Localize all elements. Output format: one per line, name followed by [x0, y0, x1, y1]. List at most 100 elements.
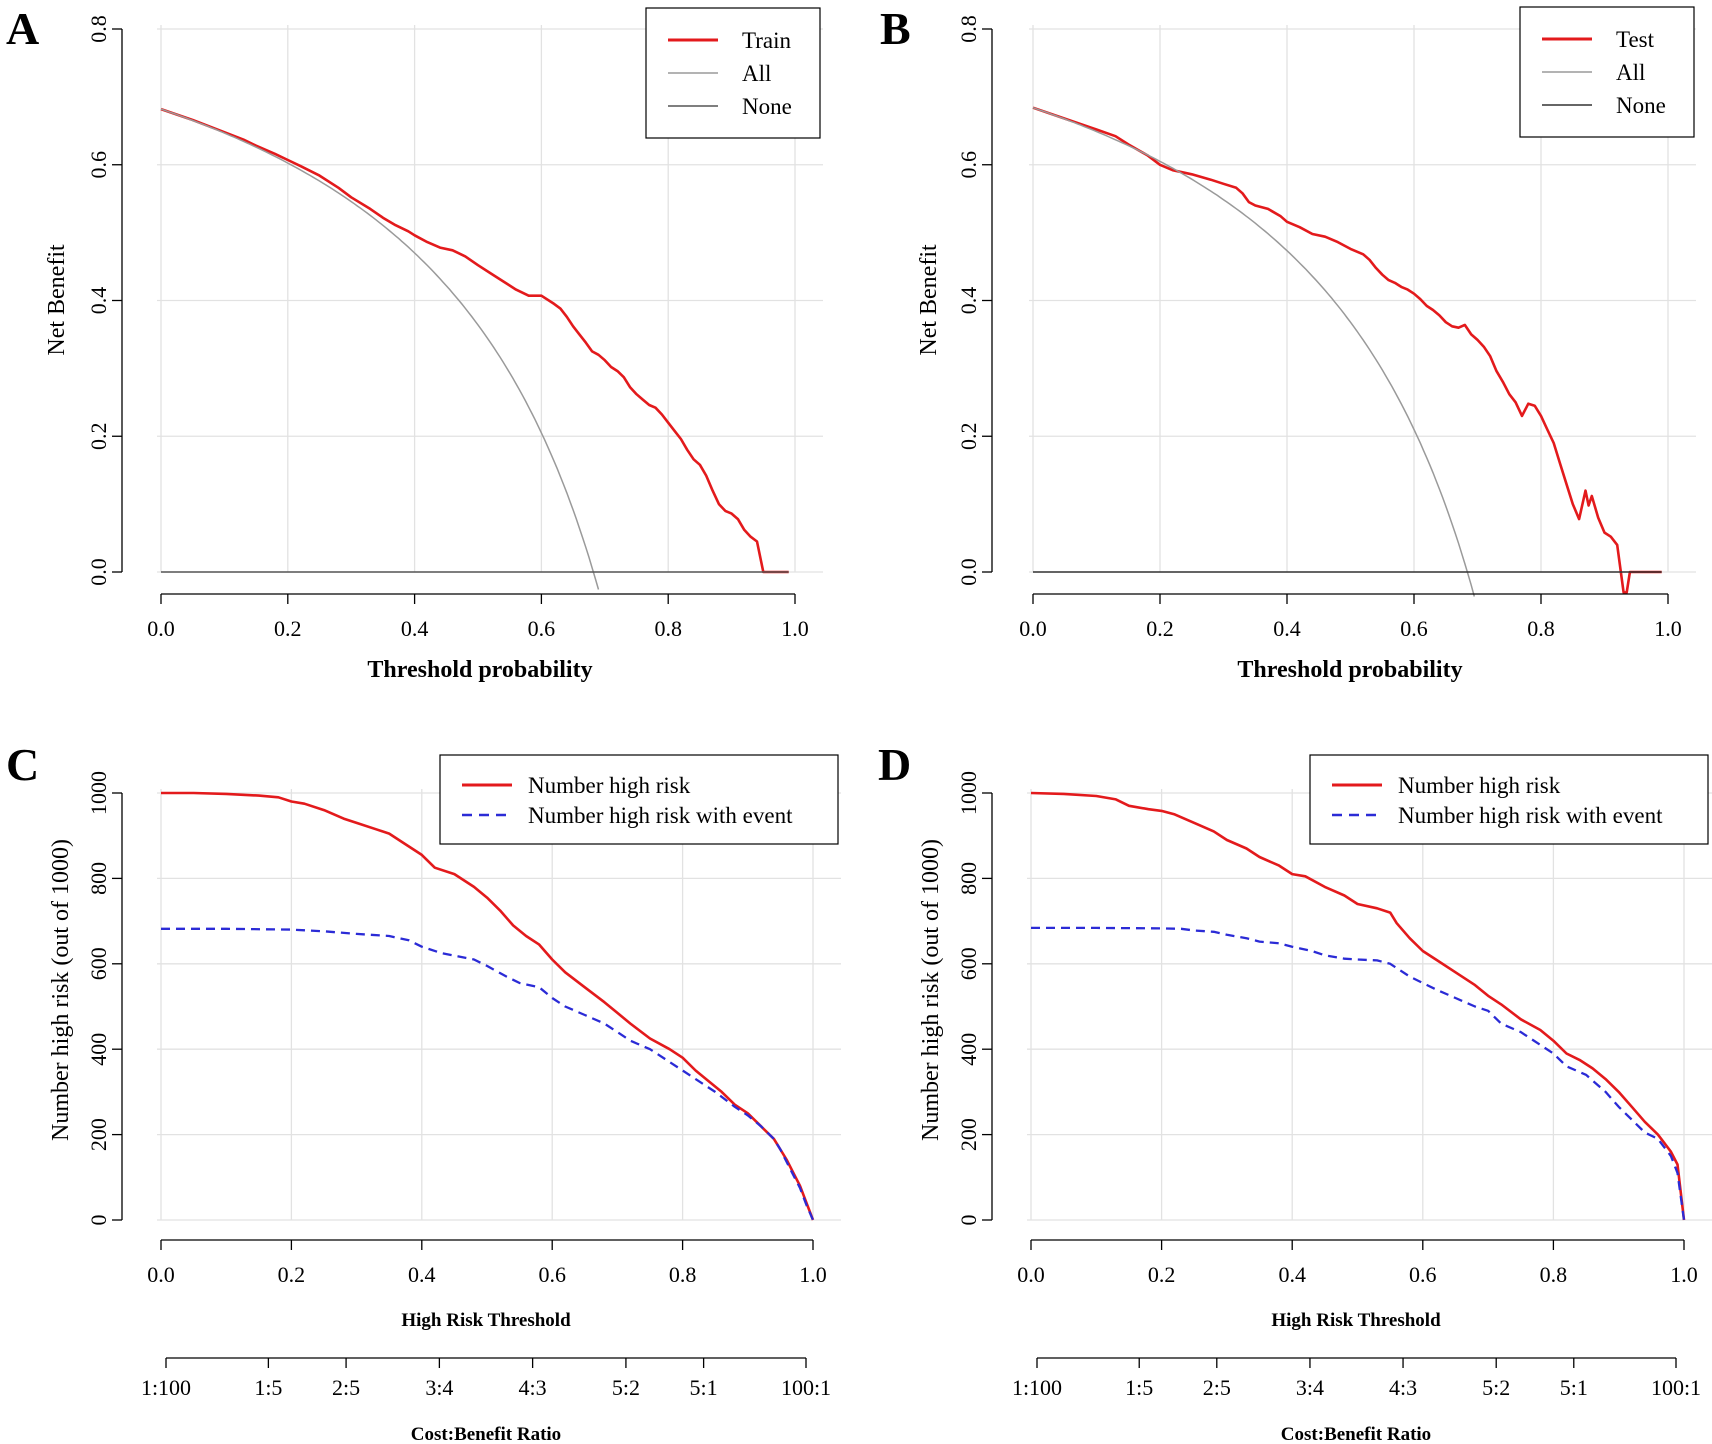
- cost-benefit-tick-label-d-3: 3:4: [1296, 1375, 1324, 1400]
- x-tick-label-b-5: 1.0: [1654, 616, 1682, 641]
- legend-label-all-a: All: [742, 61, 771, 86]
- legend-label-train: Train: [742, 28, 791, 53]
- panel-d: D 0.0 0.2 0.4 0.6 0.8 1.0 0 200 400 600 800 1000 1…: [878, 739, 1712, 1444]
- series-line-train-a: [160, 107, 789, 574]
- y-tick-label-b-2: 0.4: [956, 287, 981, 315]
- y-tick-label-c-0: 0: [86, 1215, 111, 1226]
- y-tick-label-b-1: 0.2: [956, 423, 981, 451]
- plot-b: [1032, 106, 1662, 597]
- cost-benefit-tick-label-d-5: 5:2: [1482, 1375, 1510, 1400]
- y-tick-label-d-5: 1000: [956, 771, 981, 815]
- y-tick-label-a-0: 0.0: [86, 558, 111, 586]
- legend-label-high-risk-d: Number high risk: [1398, 773, 1561, 798]
- plot-d: [1030, 791, 1686, 1221]
- cost-benefit-tick-label-c-7: 100:1: [781, 1375, 831, 1400]
- cost-benefit-tick-label-d-6: 5:1: [1560, 1375, 1588, 1400]
- y-tick-label-a-2: 0.4: [86, 287, 111, 315]
- y-axis-title-d: Number high risk (out of 1000): [918, 839, 944, 1141]
- y-tick-label-d-3: 600: [956, 947, 981, 980]
- y-axis-title-c: Number high risk (out of 1000): [48, 839, 74, 1141]
- x-tick-label-c-4: 0.8: [669, 1262, 697, 1287]
- series-line-number-high-risk-with-event-d: [1031, 926, 1686, 1221]
- cost-benefit-tick-label-c-2: 2:5: [332, 1375, 360, 1400]
- cost-benefit-axis-c: 1:100 1:5 2:5 3:4 4:3 5:2 5:1 100:1: [141, 1357, 831, 1400]
- legend-label-high-risk-c: Number high risk: [528, 773, 691, 798]
- panel-letter-c: C: [6, 739, 39, 790]
- panel-letter-d: D: [878, 739, 911, 790]
- cost-benefit-tick-label-d-0: 1:100: [1012, 1375, 1062, 1400]
- x-tick-label-b-0: 0.0: [1019, 616, 1047, 641]
- x-tick-label-d-2: 0.4: [1278, 1262, 1306, 1287]
- legend-label-none-b: None: [1616, 93, 1666, 118]
- x-tick-label-b-2: 0.4: [1273, 616, 1301, 641]
- legend-label-with-event-d: Number high risk with event: [1398, 803, 1663, 828]
- x-tick-label-c-5: 1.0: [799, 1262, 827, 1287]
- cost-benefit-tick-label-d-4: 4:3: [1389, 1375, 1417, 1400]
- x-tick-label-a-2: 0.4: [401, 616, 429, 641]
- legend-d: Number high risk Number high risk with e…: [1309, 754, 1709, 845]
- y-axis-a: 0.0 0.2 0.4 0.6 0.8: [86, 15, 123, 586]
- x-axis-c: 0.0 0.2 0.4 0.6 0.8 1.0: [147, 1239, 827, 1287]
- x-tick-label-b-1: 0.2: [1146, 616, 1174, 641]
- y-tick-label-c-5: 1000: [86, 771, 111, 815]
- x-axis-d: 0.0 0.2 0.4 0.6 0.8 1.0: [1017, 1239, 1698, 1287]
- x-tick-label-a-0: 0.0: [147, 616, 175, 641]
- x-tick-label-c-1: 0.2: [278, 1262, 306, 1287]
- cost-benefit-tick-label-d-2: 2:5: [1203, 1375, 1231, 1400]
- cost-benefit-tick-label-d-7: 100:1: [1651, 1375, 1701, 1400]
- legend-label-all-b: All: [1616, 60, 1645, 85]
- series-line-test-b: [1032, 106, 1662, 594]
- series-line-number-high-risk-d: [1030, 791, 1686, 1221]
- y-tick-label-c-2: 400: [86, 1033, 111, 1066]
- x-tick-label-a-4: 0.8: [654, 616, 682, 641]
- cost-benefit-tick-label-c-4: 4:3: [519, 1375, 547, 1400]
- gridlines-c: [157, 789, 841, 1221]
- legend-label-with-event-c: Number high risk with event: [528, 803, 793, 828]
- x-tick-label-d-5: 1.0: [1670, 1262, 1698, 1287]
- legend-b: Test All None: [1519, 6, 1695, 138]
- x-tick-label-b-4: 0.8: [1527, 616, 1555, 641]
- x-axis-b: 0.0 0.2 0.4 0.6 0.8 1.0: [1019, 593, 1682, 641]
- legend-label-test: Test: [1616, 27, 1655, 52]
- panel-b: B 0.0 0.2 0.4 0.6 0.8 1.0 0.0 0.2 0.4 0.6 0.8 Thr…: [880, 3, 1696, 683]
- legend-c: Number high risk Number high risk with e…: [439, 754, 839, 845]
- cost-benefit-tick-label-c-5: 5:2: [612, 1375, 640, 1400]
- y-axis-b: 0.0 0.2 0.4 0.6 0.8: [956, 15, 993, 586]
- x-tick-label-c-2: 0.4: [408, 1262, 436, 1287]
- cost-benefit-title-d: Cost:Benefit Ratio: [1281, 1424, 1431, 1444]
- cost-benefit-tick-label-c-3: 3:4: [425, 1375, 453, 1400]
- x-tick-label-c-0: 0.0: [147, 1262, 175, 1287]
- plot-a: [160, 107, 789, 590]
- plot-c: [161, 791, 815, 1221]
- x-tick-label-c-3: 0.6: [538, 1262, 566, 1287]
- y-tick-label-c-1: 200: [86, 1118, 111, 1151]
- y-tick-label-c-4: 800: [86, 862, 111, 895]
- y-tick-label-b-3: 0.6: [956, 151, 981, 179]
- panel-a: A 0.0 0.2 0.4 0.6 0.8 1.0 0.0 0.2 0.4 0.6 0.8 Thr…: [6, 3, 823, 683]
- y-tick-label-b-4: 0.8: [956, 15, 981, 43]
- y-axis-title-b: Net Benefit: [916, 244, 942, 356]
- y-tick-label-c-3: 600: [86, 947, 111, 980]
- x-axis-title-d: High Risk Threshold: [1271, 1310, 1441, 1331]
- series-line-number-high-risk-with-event-c: [161, 927, 815, 1221]
- panel-letter-b: B: [880, 3, 911, 54]
- x-tick-label-b-3: 0.6: [1400, 616, 1428, 641]
- x-tick-label-a-5: 1.0: [781, 616, 809, 641]
- x-axis-title-a: Threshold probability: [367, 657, 592, 683]
- cost-benefit-tick-label-c-1: 1:5: [254, 1375, 282, 1400]
- y-tick-label-d-4: 800: [956, 862, 981, 895]
- y-tick-label-a-4: 0.8: [86, 15, 111, 43]
- series-line-number-high-risk-c: [161, 791, 815, 1221]
- x-tick-label-a-1: 0.2: [274, 616, 302, 641]
- cost-benefit-title-c: Cost:Benefit Ratio: [411, 1424, 561, 1444]
- legend-box-c: [439, 754, 839, 845]
- y-axis-c: 0 200 400 600 800 1000: [86, 771, 123, 1226]
- cost-benefit-tick-label-c-6: 5:1: [690, 1375, 718, 1400]
- y-tick-label-b-0: 0.0: [956, 558, 981, 586]
- x-axis-title-b: Threshold probability: [1237, 657, 1462, 683]
- y-tick-label-a-3: 0.6: [86, 151, 111, 179]
- x-tick-label-d-1: 0.2: [1148, 1262, 1176, 1287]
- x-axis-a: 0.0 0.2 0.4 0.6 0.8 1.0: [147, 593, 809, 641]
- y-tick-label-d-2: 400: [956, 1033, 981, 1066]
- gridlines-d: [1027, 789, 1712, 1221]
